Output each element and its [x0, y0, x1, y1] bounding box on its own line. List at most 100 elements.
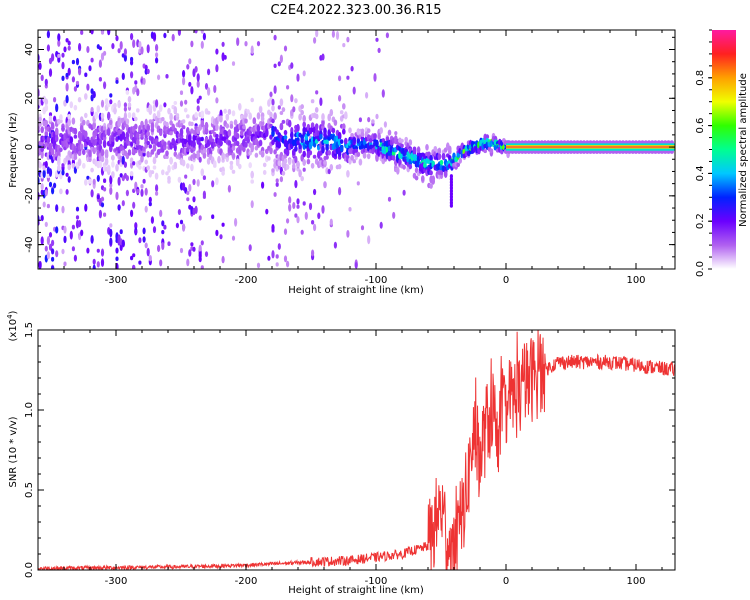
spectrogram-cell — [248, 244, 252, 252]
spectrogram-cell — [71, 76, 75, 83]
spectrogram-cell — [121, 72, 125, 80]
spectrogram-cell — [157, 74, 161, 81]
spectrogram-cell — [300, 176, 305, 182]
spectrogram-cell — [215, 97, 219, 104]
spectrogram-cell — [313, 37, 317, 44]
snr-series-line — [38, 330, 675, 570]
spectrogram-cell — [248, 150, 252, 156]
spectrogram-cell — [103, 81, 107, 90]
spectrogram-cell — [196, 98, 200, 104]
spectrogram-cell — [182, 70, 186, 78]
spectrogram-cell — [127, 96, 132, 103]
spectrogram-cell — [300, 229, 304, 235]
spectrogram-cell — [244, 142, 248, 148]
spectrogram-cell — [188, 81, 192, 87]
spectrogram-cell — [260, 151, 265, 158]
spectrogram-cell — [294, 180, 298, 189]
spectrogram-cell — [271, 118, 275, 124]
spectrogram-cell — [221, 52, 225, 62]
spectrogram-cell — [186, 258, 190, 267]
spectrogram-cell — [111, 154, 115, 161]
spectrogram-cell — [109, 175, 113, 185]
spectrogram-cell — [373, 73, 377, 82]
spectrogram-cell — [48, 115, 53, 122]
spectrogram-cell — [283, 158, 288, 164]
spectrogram-cell — [358, 117, 362, 123]
spectrogram-cell — [82, 149, 86, 156]
spectrogram-cell — [111, 160, 115, 168]
spectrogram-cell — [277, 61, 281, 67]
spectrogram-cell — [198, 215, 202, 221]
spectrogram-cell — [104, 151, 109, 159]
spectrogram-cell — [348, 127, 352, 134]
spectrogram-cell — [283, 228, 288, 235]
spectrogram-cell — [246, 109, 250, 115]
spectrogram-cell — [350, 133, 354, 138]
spectrogram-cell — [273, 149, 277, 155]
spectrogram-cell — [200, 40, 204, 49]
spectrogram-cell — [329, 218, 333, 226]
spectrogram-line-segment — [506, 143, 675, 151]
spectrogram-cell — [142, 77, 146, 85]
spectrogram-cell — [339, 139, 344, 145]
spectrogram-cell — [96, 248, 100, 253]
spectrogram-cell — [123, 48, 127, 56]
spectrogram-cell — [138, 260, 142, 265]
spectrogram-cell — [333, 119, 338, 126]
spectrogram-cell — [441, 153, 446, 160]
spectrogram-cell — [77, 139, 82, 145]
spectrogram-cell — [115, 256, 119, 262]
spectrogram-cell — [437, 147, 442, 155]
spectrogram-cell — [169, 156, 173, 165]
spectrogram-cell — [42, 169, 46, 179]
spectrogram-cell — [215, 48, 219, 55]
spectrogram-cell — [111, 134, 115, 143]
spectrogram-cell — [260, 120, 265, 126]
y-tick-label: 1.0 — [24, 402, 35, 418]
spectrogram-cell — [221, 222, 225, 227]
spectrogram-cell — [84, 93, 88, 100]
spectrogram-cell — [165, 150, 169, 157]
spectrogram-cell — [88, 178, 92, 184]
spectrogram-cell — [75, 206, 80, 212]
spectrogram-cell — [375, 113, 379, 120]
spectrogram-cell — [315, 30, 319, 38]
spectrogram-cell — [217, 155, 221, 164]
spectrogram-cell — [61, 248, 65, 255]
y-tick-label: 40 — [24, 43, 35, 56]
x-tick-label: 0 — [503, 576, 509, 587]
spectrogram-cell — [146, 140, 150, 146]
spectrogram-cell — [296, 161, 300, 168]
spectrogram-cell — [383, 121, 387, 128]
spectrogram-cell — [235, 140, 240, 147]
spectrogram-cell — [271, 168, 275, 173]
spectrogram-cell — [231, 146, 236, 151]
spectrogram-cell — [98, 209, 102, 219]
spectrogram-cell — [192, 140, 196, 148]
spectrogram-cell — [200, 168, 205, 177]
spectrogram-cell — [256, 112, 261, 120]
spectrogram-cell — [100, 202, 105, 208]
spectrogram-cell — [159, 209, 163, 217]
spectrogram-cell — [46, 203, 51, 209]
spectrogram-cell — [103, 178, 107, 183]
spectrogram-cell — [131, 112, 136, 119]
spectrogram-cell — [358, 158, 363, 166]
spectrogram-cell — [50, 122, 55, 129]
spectrogram-cell — [408, 139, 413, 146]
spectrogram-cell — [115, 163, 119, 172]
spectrogram-cell — [111, 171, 115, 179]
spectrogram-cell — [165, 155, 169, 159]
spectrogram-y-axis: -40 -20 0 20 40 — [24, 36, 675, 270]
spectrogram-cell — [65, 82, 69, 92]
spectrogram-cell — [302, 201, 306, 206]
spectrogram-cell — [190, 121, 194, 127]
spectrogram-cell — [67, 118, 71, 127]
spectrogram-cell — [51, 53, 55, 62]
spectrogram-x-axis: -300 -200 -100 0 100 — [37, 30, 663, 286]
spectrogram-cell — [53, 182, 57, 189]
spectrogram-cell — [182, 223, 186, 232]
spectrogram-cell — [142, 227, 146, 235]
spectrogram-cell — [132, 161, 136, 166]
spectrogram-cell — [258, 139, 263, 147]
